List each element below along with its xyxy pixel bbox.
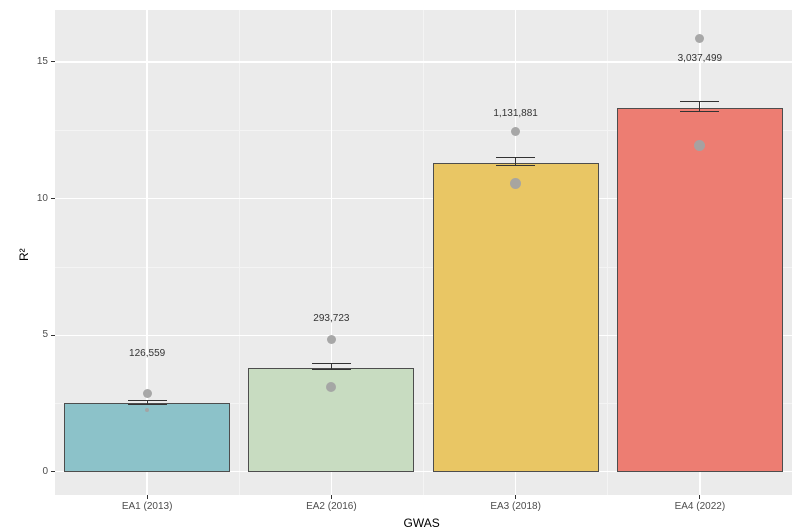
x-tick-label: EA3 (2018) [476,502,556,512]
bar [617,108,783,471]
bar-annotation: 293,723 [291,314,371,324]
x-tick-label: EA2 (2016) [291,502,371,512]
bar-annotation: 126,559 [107,349,187,359]
y-tick-label: 5 [42,330,48,340]
x-axis-title-text: GWAS [404,516,440,530]
gwas-r2-bar-chart: 126,559293,7231,131,8813,037,499 051015 … [0,0,800,530]
x-tick-label: EA4 (2022) [660,502,740,512]
bar-annotation: 1,131,881 [476,109,556,119]
bar [64,403,230,471]
jitter-point [327,335,336,344]
bar [433,163,599,472]
x-axis-title: GWAS [404,517,440,529]
x-tick-label: EA1 (2013) [107,502,187,512]
jitter-point [143,389,152,398]
y-tick-label: 0 [42,467,48,477]
y-tick-label: 10 [37,194,48,204]
bar-annotation: 3,037,499 [660,54,740,64]
y-tick-label: 15 [37,57,48,67]
y-axis-title-text: R² [17,248,31,261]
y-axis-title: R² [18,248,30,261]
